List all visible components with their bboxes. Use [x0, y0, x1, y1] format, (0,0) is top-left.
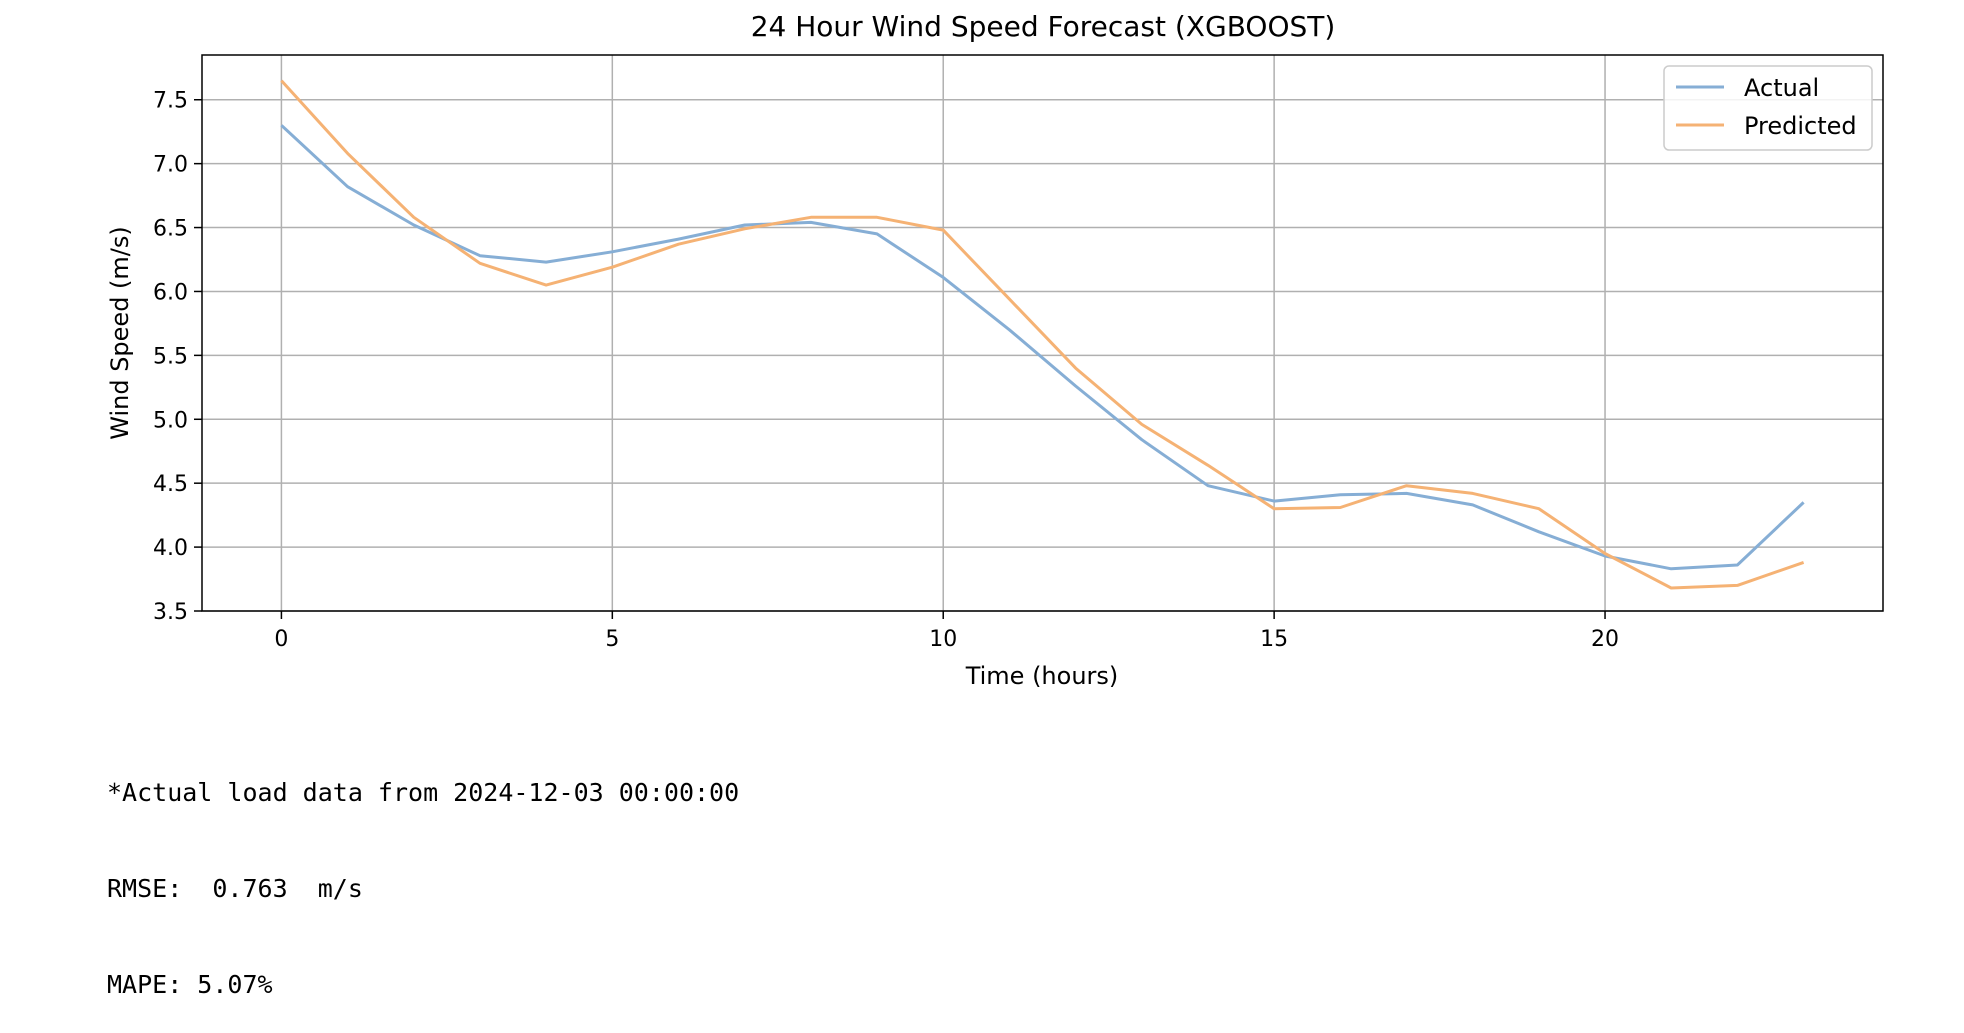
x-tick-label: 0	[274, 627, 288, 652]
data-source-note: *Actual load data from 2024-12-03 00:00:…	[107, 778, 740, 807]
y-tick-label: 5.0	[153, 408, 188, 433]
series-lines	[280, 79, 1805, 590]
y-tick-label: 6.5	[153, 217, 188, 242]
mape-note: MAPE: 5.07%	[107, 970, 273, 999]
plot-frame	[201, 54, 1884, 612]
rmse-note: RMSE: 0.763 m/s	[107, 874, 363, 903]
x-axis-label: Time (hours)	[965, 662, 1119, 690]
x-tick-label: 10	[929, 627, 957, 652]
y-axis-label: Wind Speed (m/s)	[106, 226, 134, 440]
wind-speed-chart: 24 Hour Wind Speed Forecast (XGBOOST) 0 5…	[106, 10, 1884, 690]
legend-predicted-label: Predicted	[1744, 112, 1857, 140]
forecast-notes: *Actual load data from 2024-12-03 00:00:…	[107, 713, 739, 1033]
x-tick-label: 20	[1591, 627, 1619, 652]
y-tick-label: 4.0	[153, 536, 188, 561]
chart-title: 24 Hour Wind Speed Forecast (XGBOOST)	[751, 10, 1336, 43]
y-tick-label: 4.5	[153, 472, 188, 497]
axis-ticks: 0 5 10 15 20 3.5 4.0 4.5 5.0 5.5 6.0 6.5 7.0 7.5	[153, 89, 1619, 652]
legend-actual-label: Actual	[1744, 74, 1819, 102]
y-tick-label: 5.5	[153, 344, 188, 369]
legend: Actual Predicted	[1663, 65, 1873, 151]
y-tick-label: 3.5	[153, 600, 188, 625]
x-tick-label: 5	[605, 627, 619, 652]
y-tick-label: 7.0	[153, 153, 188, 178]
x-tick-label: 15	[1260, 627, 1288, 652]
y-tick-label: 6.0	[153, 280, 188, 305]
series-line-actual	[280, 124, 1805, 571]
y-tick-label: 7.5	[153, 89, 188, 114]
series-line-predicted	[280, 79, 1805, 590]
